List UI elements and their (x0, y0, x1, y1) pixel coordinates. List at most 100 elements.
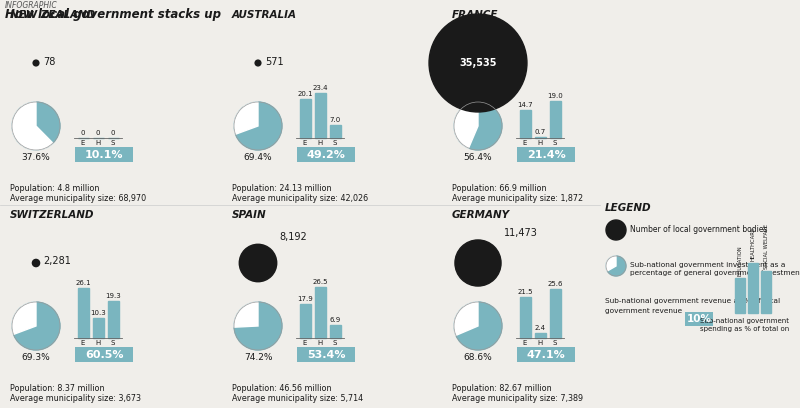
Text: 78: 78 (43, 57, 55, 67)
Text: H: H (95, 140, 101, 146)
Text: 26.5: 26.5 (312, 279, 328, 285)
Text: 20.1: 20.1 (297, 91, 313, 97)
Text: 60.5%: 60.5% (85, 350, 123, 359)
Text: E: E (303, 340, 307, 346)
Wedge shape (454, 102, 478, 148)
Text: How local government stacks up: How local government stacks up (5, 8, 221, 21)
FancyBboxPatch shape (517, 347, 575, 362)
Text: Average municipality size: 42,026: Average municipality size: 42,026 (232, 194, 368, 203)
Bar (314, 93, 326, 138)
Circle shape (12, 302, 60, 350)
Text: INFOGRAPHIC: INFOGRAPHIC (5, 1, 58, 10)
Text: 74.2%: 74.2% (244, 353, 272, 362)
Text: H: H (318, 340, 322, 346)
Wedge shape (12, 302, 36, 335)
Text: 10%: 10% (686, 314, 711, 324)
Text: 14.7: 14.7 (517, 102, 533, 108)
Text: 8,192: 8,192 (280, 232, 307, 242)
Text: 35,535: 35,535 (459, 58, 497, 68)
Text: Average municipality size: 68,970: Average municipality size: 68,970 (10, 194, 146, 203)
Text: 49.2%: 49.2% (306, 149, 346, 160)
Text: S: S (553, 340, 557, 346)
Text: NEW ZEALAND: NEW ZEALAND (10, 10, 95, 20)
Circle shape (234, 302, 282, 350)
Text: H: H (318, 140, 322, 146)
Bar (299, 99, 310, 138)
Text: S: S (333, 140, 337, 146)
Text: 56.4%: 56.4% (464, 153, 492, 162)
Text: SPAIN: SPAIN (232, 210, 266, 220)
Circle shape (606, 220, 626, 240)
Text: Sub-national government revenue as % of total: Sub-national government revenue as % of … (605, 298, 780, 304)
Text: Average municipality size: 5,714: Average municipality size: 5,714 (232, 394, 363, 403)
Text: Population: 46.56 million: Population: 46.56 million (232, 384, 331, 393)
Text: 2.4: 2.4 (534, 325, 546, 331)
Circle shape (606, 256, 626, 276)
Text: Average municipality size: 3,673: Average municipality size: 3,673 (10, 394, 141, 403)
Text: Sub-national government investment as a: Sub-national government investment as a (630, 262, 786, 268)
Bar (519, 110, 530, 138)
Text: 47.1%: 47.1% (526, 350, 566, 359)
Bar (534, 333, 546, 338)
Text: E: E (523, 340, 527, 346)
Bar (93, 318, 103, 338)
Text: Population: 24.13 million: Population: 24.13 million (232, 184, 331, 193)
FancyBboxPatch shape (75, 347, 133, 362)
Text: 25.6: 25.6 (547, 281, 562, 287)
Circle shape (454, 102, 502, 150)
Text: government revenue: government revenue (605, 308, 682, 314)
Text: Population: 82.67 million: Population: 82.67 million (452, 384, 552, 393)
Text: Average municipality size: 7,389: Average municipality size: 7,389 (452, 394, 583, 403)
Text: Number of local government bodies: Number of local government bodies (630, 226, 767, 235)
Circle shape (239, 244, 277, 282)
Text: percentage of general government investment: percentage of general government investm… (630, 270, 800, 276)
Text: 0: 0 (110, 130, 115, 136)
Text: 19.0: 19.0 (547, 93, 563, 100)
Text: 571: 571 (265, 57, 283, 67)
Text: Average municipality size: 1,872: Average municipality size: 1,872 (452, 194, 583, 203)
Text: E: E (303, 140, 307, 146)
Text: 0.7: 0.7 (534, 129, 546, 135)
Wedge shape (234, 102, 258, 134)
Text: Population: 8.37 million: Population: 8.37 million (10, 384, 105, 393)
Bar (550, 289, 561, 338)
Circle shape (32, 259, 40, 266)
Text: FRANCE: FRANCE (452, 10, 498, 20)
Bar (748, 263, 758, 313)
Wedge shape (12, 102, 53, 150)
Text: S: S (111, 340, 115, 346)
Text: 68.6%: 68.6% (464, 353, 492, 362)
Text: E: E (81, 140, 85, 146)
Circle shape (12, 102, 60, 150)
Text: 17.9: 17.9 (297, 295, 313, 302)
Bar (330, 124, 341, 138)
Bar (314, 287, 326, 338)
Text: SOCIAL WELFARE: SOCIAL WELFARE (763, 224, 769, 269)
Text: Sub-national government
spending as % of total on: Sub-national government spending as % of… (700, 318, 790, 331)
Wedge shape (234, 302, 258, 327)
Text: Population: 66.9 million: Population: 66.9 million (452, 184, 546, 193)
Text: S: S (333, 340, 337, 346)
Text: 19.3: 19.3 (105, 293, 121, 299)
Text: S: S (553, 140, 557, 146)
Text: 26.1: 26.1 (75, 280, 91, 286)
Text: HEALTHCARE: HEALTHCARE (750, 227, 755, 261)
Bar (330, 325, 341, 338)
Text: H: H (538, 140, 542, 146)
FancyBboxPatch shape (297, 147, 355, 162)
Bar (550, 102, 561, 138)
Text: Population: 4.8 million: Population: 4.8 million (10, 184, 99, 193)
Text: 37.6%: 37.6% (22, 153, 50, 162)
Text: 53.4%: 53.4% (306, 350, 346, 359)
Text: 69.3%: 69.3% (22, 353, 50, 362)
Text: 2,281: 2,281 (43, 256, 71, 266)
Circle shape (455, 240, 501, 286)
Bar (78, 288, 89, 338)
Text: LEGEND: LEGEND (605, 203, 652, 213)
Text: 21.5: 21.5 (518, 288, 533, 295)
Bar (299, 304, 310, 338)
Bar (735, 278, 745, 313)
FancyBboxPatch shape (517, 147, 575, 162)
Text: 23.4: 23.4 (312, 85, 328, 91)
Circle shape (255, 60, 261, 66)
